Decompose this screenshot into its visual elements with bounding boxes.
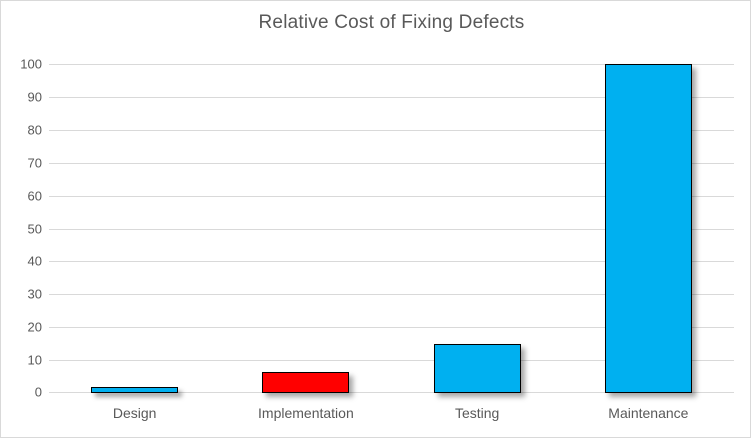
gridline-70 <box>49 163 734 164</box>
y-tick-label-30: 30 <box>27 286 42 302</box>
bar-testing <box>434 343 521 393</box>
bar-implementation <box>262 371 349 393</box>
gridline-90 <box>49 97 734 98</box>
y-tick-label-60: 60 <box>27 188 42 204</box>
x-category-label-implementation: Implementation <box>258 405 354 421</box>
gridline-80 <box>49 130 734 131</box>
chart-title: Relative Cost of Fixing Defects <box>258 12 525 33</box>
y-axis: 0 10 20 30 40 50 60 70 80 90 100 <box>1 57 42 400</box>
x-category-label-maintenance: Maintenance <box>608 405 689 421</box>
x-axis: Design Implementation Testing Maintenance <box>49 401 734 429</box>
gridline-100 <box>49 64 734 65</box>
y-tick-label-50: 50 <box>27 221 42 237</box>
y-tick-label-100: 100 <box>20 56 42 72</box>
y-tick-label-40: 40 <box>27 253 42 269</box>
bar-maintenance <box>605 64 692 393</box>
gridline-60 <box>49 196 734 197</box>
x-category-label-design: Design <box>112 405 157 421</box>
y-tick-label-20: 20 <box>27 319 42 335</box>
gridline-20 <box>49 327 734 328</box>
y-tick-label-0: 0 <box>34 384 42 400</box>
y-tick-label-80: 80 <box>27 122 42 138</box>
gridline-50 <box>49 229 734 230</box>
y-tick-label-90: 90 <box>27 89 42 105</box>
plot-area <box>49 64 734 393</box>
gridline-30 <box>49 294 734 295</box>
y-tick-label-70: 70 <box>27 155 42 171</box>
x-category-label-testing: Testing <box>454 405 500 421</box>
gridline-40 <box>49 261 734 262</box>
bar-design <box>91 387 178 393</box>
gridline-10 <box>49 360 734 361</box>
y-tick-label-10: 10 <box>27 352 42 368</box>
gridline-0 <box>49 392 734 393</box>
